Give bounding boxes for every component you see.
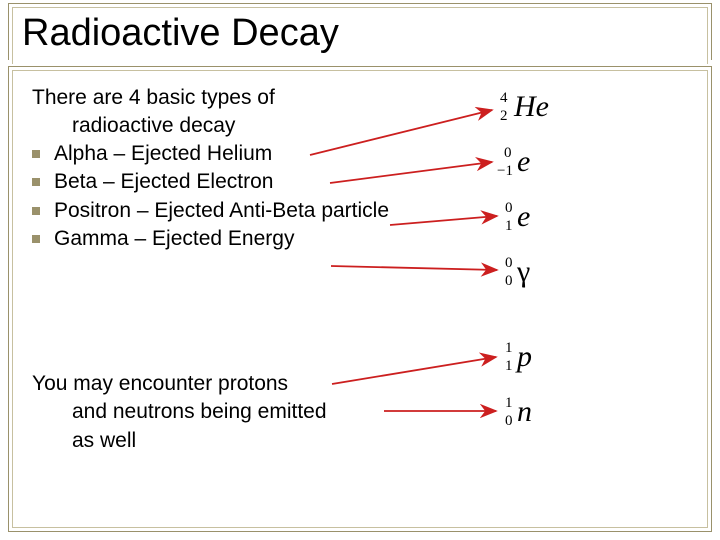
- bullet-icon: [32, 235, 40, 243]
- bullet-alpha: Alpha – Ejected Helium: [32, 140, 412, 168]
- notation-symbol: p: [517, 340, 532, 374]
- intro-line-2: radioactive decay: [72, 114, 235, 137]
- notation-symbol: γ: [517, 255, 530, 289]
- notation-symbol: e: [517, 145, 530, 179]
- outro-line: You may encounter protons: [32, 372, 288, 395]
- bullet-positron: Positron – Ejected Anti-Beta particle: [32, 197, 412, 225]
- notation-sub: 0: [505, 413, 513, 430]
- notation-sup: 0: [505, 255, 513, 272]
- bullet-text: Positron – Ejected Anti-Beta particle: [54, 197, 412, 225]
- notation-sup: 1: [505, 395, 513, 412]
- bullet-text: Beta – Ejected Electron: [54, 168, 412, 196]
- bullet-beta: Beta – Ejected Electron: [32, 168, 412, 196]
- intro-text: There are 4 basic types of radioactive d…: [32, 84, 372, 141]
- notation-sub: 1: [505, 218, 513, 235]
- bullet-text: Alpha – Ejected Helium: [54, 140, 412, 168]
- bullet-icon: [32, 150, 40, 158]
- notation-symbol: He: [514, 90, 549, 124]
- notation-sub: 0: [505, 273, 513, 290]
- slide-title: Radioactive Decay: [22, 12, 339, 55]
- notation-sup: 1: [505, 340, 513, 357]
- outro-line-2: and neutrons being emitted: [72, 400, 327, 423]
- notation-sub: −1: [497, 163, 513, 180]
- notation-sup: 0: [505, 200, 513, 217]
- notation-sub: 1: [505, 358, 513, 375]
- bullet-list: Alpha – Ejected Helium Beta – Ejected El…: [32, 140, 412, 253]
- notation-sub: 2: [500, 108, 508, 125]
- bullet-icon: [32, 178, 40, 186]
- bullet-icon: [32, 207, 40, 215]
- bullet-gamma: Gamma – Ejected Energy: [32, 225, 412, 253]
- bullet-text: Gamma – Ejected Energy: [54, 225, 412, 253]
- outro-line-3: as well: [72, 429, 136, 452]
- intro-line: There are 4 basic types of: [32, 86, 275, 109]
- notation-sup: 0: [504, 145, 512, 162]
- notation-sup: 4: [500, 90, 508, 107]
- notation-symbol: n: [517, 395, 532, 429]
- outro-text: You may encounter protons and neutrons b…: [32, 370, 392, 455]
- notation-symbol: e: [517, 200, 530, 234]
